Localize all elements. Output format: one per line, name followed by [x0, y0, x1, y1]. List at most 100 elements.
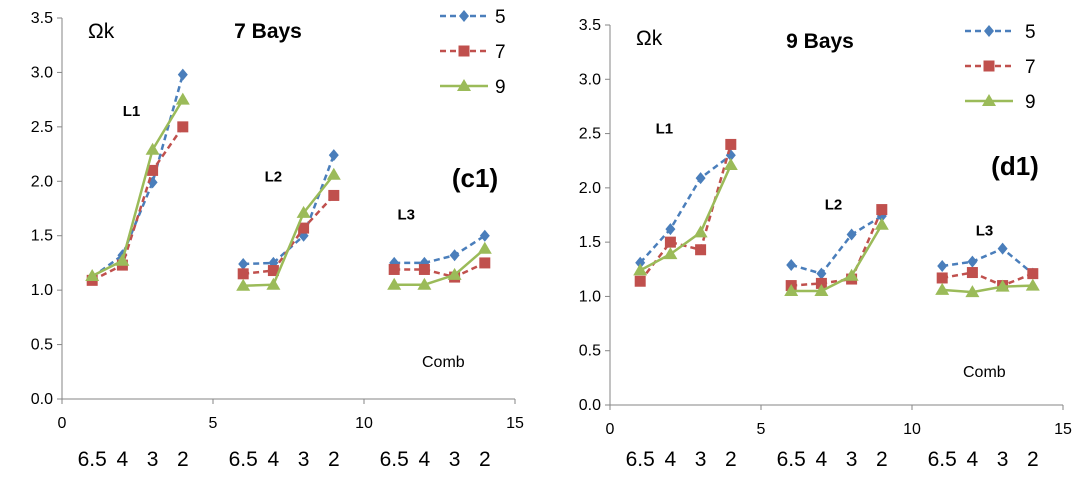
series-line-segment [791, 224, 883, 293]
series-7 [634, 138, 1039, 292]
data-point [937, 260, 948, 273]
category-label: 2 [479, 448, 491, 471]
category-label: 2 [328, 448, 340, 471]
group-label: L1 [123, 103, 141, 120]
data-point [328, 189, 340, 201]
x-tick-label: 10 [903, 421, 921, 438]
category-label: 2 [177, 448, 189, 471]
legend-entry-5: 5 [440, 7, 506, 28]
series-line-segment [791, 209, 883, 287]
data-point [634, 275, 646, 287]
annotation-comb: Comb [422, 354, 465, 371]
y-tick-label: 2.0 [579, 180, 601, 197]
data-point [177, 68, 188, 81]
annotation-comb: Comb [963, 364, 1006, 381]
legend-entry-7: 7 [965, 57, 1036, 78]
category-label: 4 [665, 448, 677, 471]
omega-symbol: Ωk [88, 20, 115, 43]
series-5 [635, 149, 1038, 280]
group-label: L2 [825, 197, 843, 214]
y-tick-label: 0.0 [579, 397, 601, 414]
data-point [784, 284, 799, 296]
group-label: L3 [398, 206, 416, 223]
category-label: 6.5 [928, 448, 957, 471]
series-line-segment [394, 247, 486, 286]
data-point [477, 241, 492, 254]
y-tick-label: 3.5 [579, 17, 601, 34]
legend-label: 5 [495, 7, 506, 28]
legend-label: 5 [1025, 22, 1036, 43]
data-point [814, 284, 829, 296]
data-point [145, 142, 160, 155]
y-tick-label: 3.0 [579, 71, 601, 88]
data-point [237, 268, 249, 280]
category-label: 6.5 [626, 448, 655, 471]
legend-entry-7: 7 [440, 42, 506, 63]
chart-panel-2: 0.00.51.01.52.02.53.03.50 5 10 156.5 4 3 2 6.5 4… [579, 17, 1072, 471]
data-point [876, 204, 888, 216]
category-label: 2 [876, 448, 888, 471]
data-point [266, 277, 281, 290]
category-label: 3 [846, 448, 858, 471]
series-line-segment [942, 247, 1034, 275]
legend-label: 9 [495, 77, 506, 98]
data-point [935, 282, 950, 295]
data-point [995, 279, 1010, 292]
data-point [298, 222, 310, 234]
category-label: 4 [117, 448, 129, 471]
series-line-segment [639, 164, 732, 272]
y-tick-label: 1.0 [579, 288, 601, 305]
data-point [267, 265, 279, 277]
legend-marker [459, 10, 469, 22]
data-point [1027, 268, 1039, 280]
data-point [479, 257, 491, 269]
chart-title: 7 Bays [234, 20, 302, 43]
y-tick-label: 1.5 [31, 228, 53, 245]
series-line-segment [91, 126, 184, 282]
data-point [449, 249, 460, 262]
data-point [965, 285, 980, 298]
data-point [936, 272, 948, 284]
data-point [695, 244, 707, 256]
group-label: L2 [265, 168, 283, 185]
legend-marker [457, 79, 471, 91]
category-label: 3 [298, 448, 310, 471]
legend-entry-5: 5 [965, 22, 1036, 43]
data-point [693, 225, 708, 238]
data-point [725, 138, 737, 150]
data-point [115, 253, 130, 266]
group-label: L1 [656, 121, 674, 138]
data-point [418, 263, 430, 275]
data-point [874, 217, 889, 230]
series-line-segment [91, 98, 184, 278]
data-point [1025, 278, 1040, 291]
data-point [664, 236, 676, 248]
panel-label: (c1) [452, 163, 498, 193]
data-point [479, 229, 490, 242]
data-point [447, 267, 462, 280]
legend-entry-9: 9 [965, 92, 1036, 113]
data-point [633, 263, 648, 276]
category-label: 4 [816, 448, 828, 471]
data-point [723, 158, 738, 171]
group-label: L3 [976, 223, 994, 240]
series-line-segment [942, 284, 1033, 294]
data-point [147, 164, 159, 176]
data-point [815, 277, 827, 289]
data-point [238, 258, 249, 271]
category-label: 4 [419, 448, 431, 471]
legend-entry-9: 9 [440, 77, 506, 98]
y-tick-label: 3.0 [31, 64, 53, 81]
data-point [328, 149, 339, 162]
legend-label: 7 [495, 42, 506, 63]
data-point [695, 172, 706, 185]
category-label: 2 [725, 448, 737, 471]
data-point [665, 223, 676, 236]
data-point [85, 268, 100, 281]
y-tick-label: 2.0 [31, 173, 53, 190]
legend-marker [984, 25, 994, 37]
category-label: 4 [268, 448, 280, 471]
chart-title: 9 Bays [786, 30, 854, 53]
series-line-segment [243, 173, 335, 288]
legend-marker [983, 60, 995, 72]
